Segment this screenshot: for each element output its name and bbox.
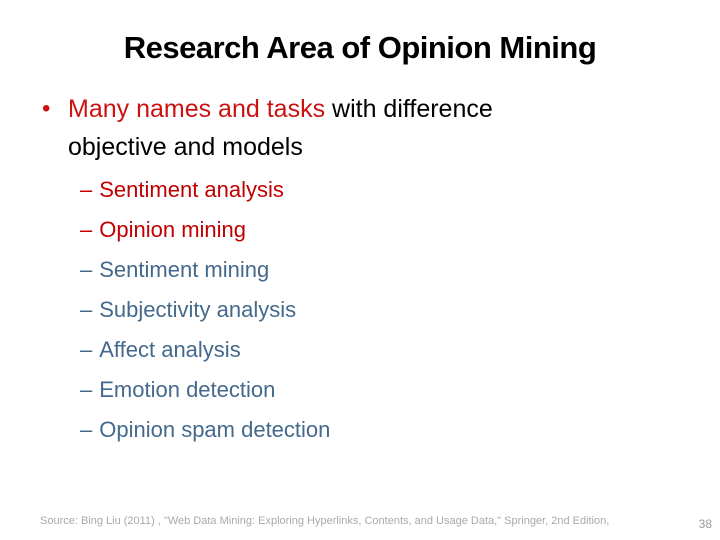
dash-bullet-icon: – <box>80 417 93 442</box>
list-item-label: Affect analysis <box>99 337 241 362</box>
list-item: – Sentiment mining <box>80 250 330 290</box>
dash-bullet-icon: – <box>80 257 93 282</box>
list-item-label: Sentiment mining <box>99 257 270 282</box>
source-citation: Source: Bing Liu (2011) , "Web Data Mini… <box>40 515 610 527</box>
list-item-label: Opinion mining <box>99 217 246 242</box>
bullet-item: • Many names and tasks with difference o… <box>42 90 493 166</box>
list-item-label: Opinion spam detection <box>99 417 331 442</box>
list-item-label: Sentiment analysis <box>99 177 284 202</box>
bullet-line-2: objective and models <box>68 133 303 161</box>
list-item-label: Subjectivity analysis <box>99 297 297 322</box>
list-item: – Subjectivity analysis <box>80 290 330 330</box>
list-item: – Affect analysis <box>80 330 330 370</box>
dash-bullet-icon: – <box>80 377 93 402</box>
bullet-line-1: Many names and tasks with difference <box>68 90 493 128</box>
slide-title: Research Area of Opinion Mining <box>123 30 597 65</box>
dash-bullet-icon: – <box>80 337 93 362</box>
list-item: – Emotion detection <box>80 370 330 410</box>
dash-bullet-icon: – <box>80 177 93 202</box>
list-item: – Opinion spam detection <box>80 410 330 450</box>
list-item-label: Emotion detection <box>99 377 276 402</box>
list-item: – Sentiment analysis <box>80 170 330 210</box>
bullet-line-1-black-text: with difference <box>325 95 493 123</box>
dash-bullet-icon: – <box>80 297 93 322</box>
dash-bullet-icon: – <box>80 217 93 242</box>
bullet-line-1-red-text: Many names and tasks <box>68 95 326 123</box>
bullet-text: Many names and tasks with difference obj… <box>68 90 493 166</box>
page-number: 38 <box>698 517 712 531</box>
sub-bullet-list: – Sentiment analysis – Opinion mining – Sen… <box>80 170 330 450</box>
list-item: – Opinion mining <box>80 210 330 250</box>
bullet-icon: • <box>42 95 51 122</box>
